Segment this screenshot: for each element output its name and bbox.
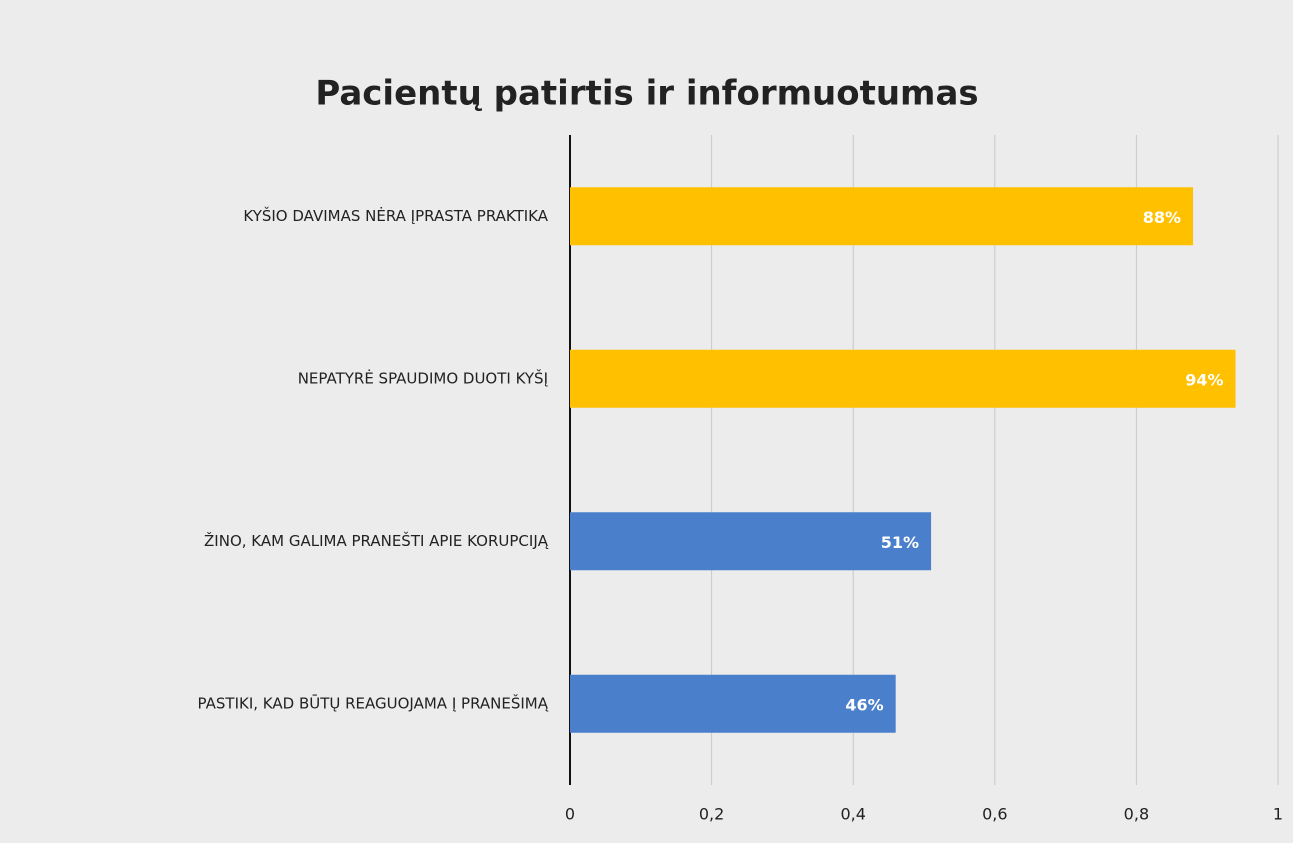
x-tick-label: 1 bbox=[1273, 805, 1283, 824]
y-tick-label: NEPATYRĖ SPAUDIMO DUOTI KYŠĮ bbox=[298, 368, 549, 387]
x-tick-label: 0 bbox=[565, 805, 575, 824]
bar bbox=[570, 512, 932, 571]
x-tick-label: 0,4 bbox=[840, 805, 865, 824]
y-tick-label: PASTIKI, KAD BŪTŲ REAGUOJAMA Į PRANEŠIMĄ bbox=[198, 693, 549, 712]
data-label: 88% bbox=[1143, 208, 1181, 227]
x-tick-label: 0,8 bbox=[1124, 805, 1149, 824]
y-tick-label: KYŠIO DAVIMAS NĖRA ĮPRASTA PRAKTIKA bbox=[243, 206, 548, 225]
data-label: 46% bbox=[845, 695, 883, 714]
y-tick-label: ŽINO, KAM GALIMA PRANEŠTI APIE KORUPCIJĄ bbox=[204, 531, 549, 550]
x-tick-label: 0,2 bbox=[699, 805, 724, 824]
data-label: 94% bbox=[1185, 370, 1223, 389]
chart-title: Pacientų patirtis ir informuotumas bbox=[315, 74, 978, 114]
bar bbox=[570, 674, 896, 733]
x-tick-label: 0,6 bbox=[982, 805, 1007, 824]
bar bbox=[570, 187, 1194, 246]
bar bbox=[570, 349, 1236, 408]
data-label: 51% bbox=[881, 533, 919, 552]
